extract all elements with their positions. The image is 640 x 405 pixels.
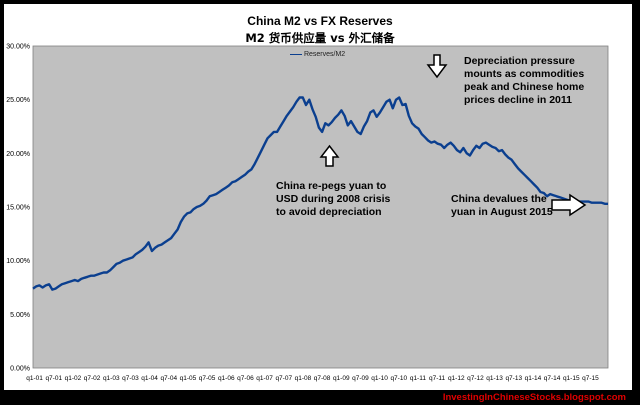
x-tick-label: q1-04	[141, 375, 158, 382]
legend-swatch	[290, 53, 302, 55]
x-tick-label: q7-09	[352, 375, 369, 382]
x-tick-label: q7-06	[237, 375, 254, 382]
plot-area	[32, 45, 609, 369]
x-tick-label: q7-11	[429, 375, 446, 382]
x-tick-label: q1-08	[295, 375, 312, 382]
arrow-right-icon	[551, 193, 587, 217]
y-tick-label: 30.00%	[6, 44, 30, 51]
x-tick-label: q7-15	[582, 375, 599, 382]
x-tick-label: q1-03	[103, 375, 120, 382]
annotation-devaluation-2015: China devalues the yuan in August 2015	[451, 193, 553, 218]
x-tick-label: q1-13	[486, 375, 503, 382]
arrow-up-icon	[319, 144, 340, 167]
x-tick-label: q1-11	[410, 375, 427, 382]
y-tick-label: 20.00%	[6, 151, 30, 158]
x-tick-label: q7-05	[199, 375, 216, 382]
x-tick-label: q7-07	[275, 375, 292, 382]
chart-subtitle: M2 货币供应量 vs 外汇储备	[245, 31, 395, 45]
arrow-down-icon	[426, 54, 448, 79]
x-tick-label: q1-10	[371, 375, 388, 382]
x-tick-label: q7-02	[84, 375, 101, 382]
chart-legend: Reserves/M2	[290, 51, 345, 58]
y-tick-label: 10.00%	[6, 258, 30, 265]
x-tick-label: q7-08	[314, 375, 331, 382]
watermark: InvestingInChineseStocks.blogspot.com	[442, 392, 626, 403]
x-tick-label: q1-09	[333, 375, 350, 382]
legend-label: Reserves/M2	[303, 51, 346, 58]
annotation-repeg-2008: China re-pegs yuan to USD during 2008 cr…	[276, 180, 391, 218]
annotation-depreciation-pressure: Depreciation pressure mounts as commodit…	[464, 55, 585, 106]
x-tick-label: q7-12	[467, 375, 484, 382]
y-tick-label: 0.00%	[10, 366, 30, 373]
x-tick-label: q1-15	[563, 375, 580, 382]
x-tick-label: q7-13	[505, 375, 522, 382]
y-axis: 0.00% 5.00% 10.00% 15.00% 20.00% 25.00% 30.00%	[6, 44, 30, 373]
x-tick-label: q1-05	[180, 375, 197, 382]
x-tick-label: q7-01	[45, 375, 62, 382]
x-tick-label: q1-06	[218, 375, 235, 382]
y-tick-label: 5.00%	[10, 312, 30, 319]
x-tick-label: q7-14	[544, 375, 561, 382]
x-axis: q1-01 q7-01 q1-02 q7-02 q1-03 q7-03 q1-04 q7-04…	[26, 375, 599, 382]
x-tick-label: q1-02	[65, 375, 82, 382]
y-tick-label: 25.00%	[6, 97, 30, 104]
x-tick-label: q1-01	[26, 375, 43, 382]
x-tick-label: q1-07	[256, 375, 273, 382]
chart-title: China M2 vs FX Reserves	[247, 14, 393, 28]
x-tick-label: q7-03	[122, 375, 139, 382]
y-tick-label: 15.00%	[6, 205, 30, 212]
x-tick-label: q1-14	[525, 375, 542, 382]
x-tick-label: q1-12	[448, 375, 465, 382]
x-tick-label: q7-04	[160, 375, 177, 382]
x-tick-label: q7-10	[390, 375, 407, 382]
series-line-reserves-m2	[32, 96, 608, 291]
